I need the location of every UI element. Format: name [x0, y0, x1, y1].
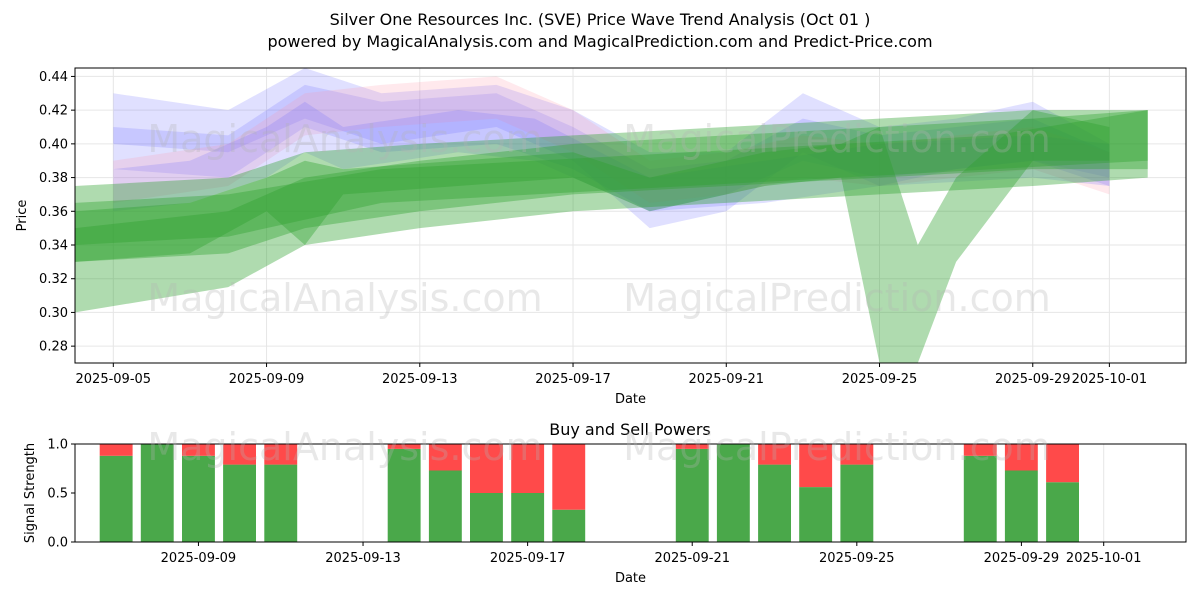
signal-x-tick-label: 2025-09-17 — [490, 551, 566, 566]
chart-title: Silver One Resources Inc. (SVE) Price Wa… — [329, 10, 871, 29]
sell-bar — [264, 444, 298, 465]
buy-bar — [675, 448, 709, 542]
y-tick-label: 0.38 — [39, 171, 68, 186]
sell-bar — [182, 444, 215, 456]
sell-bar — [758, 444, 791, 465]
wave-band-green — [75, 110, 1148, 262]
buy-bar — [840, 464, 874, 542]
sell-bar — [675, 444, 709, 449]
band-group — [75, 68, 1148, 363]
buy-bar — [264, 464, 298, 542]
sell-bar — [963, 444, 997, 456]
sell-bar — [840, 444, 874, 465]
signal-y-tick-label: 0.0 — [47, 536, 68, 551]
signal-x-tick-label: 2025-10-01 — [1066, 551, 1142, 566]
sell-bar — [552, 444, 586, 510]
watermark-analysis-mid: MagicalAnalysis.com — [147, 276, 542, 320]
sell-bar — [799, 444, 833, 488]
signal-chart-title: Buy and Sell Powers — [549, 420, 711, 439]
buy-bar — [758, 464, 791, 542]
price-wave-bands — [75, 68, 1148, 363]
buy-bar — [99, 455, 133, 542]
y-tick-label: 0.42 — [39, 104, 68, 119]
buy-bar — [470, 493, 503, 542]
sell-bar — [428, 444, 462, 471]
signal-x-tick-label: 2025-09-21 — [654, 551, 730, 566]
sell-bar — [1046, 444, 1079, 483]
sell-bar — [1004, 444, 1038, 471]
signal-x-tick-label: 2025-09-29 — [984, 551, 1060, 566]
y-tick-label: 0.34 — [39, 239, 68, 254]
chart-subtitle: powered by MagicalAnalysis.com and Magic… — [267, 32, 933, 51]
y-tick-label: 0.30 — [39, 306, 68, 321]
signal-axes: 2025-09-09 2025-09-13 2025-09-17 2025-09-21… — [23, 438, 1187, 586]
signal-y-tick-label: 0.5 — [47, 487, 68, 502]
price-grid — [75, 68, 1186, 363]
buy-bar — [140, 444, 174, 542]
buy-bar — [428, 470, 462, 542]
x-tick-label: 2025-09-21 — [688, 372, 764, 387]
x-tick-label: 2025-09-29 — [995, 372, 1071, 387]
y-tick-label: 0.40 — [39, 137, 68, 152]
signal-y-axis-label: Signal Strength — [23, 443, 38, 543]
price-axes: 2025-09-05 2025-09-09 2025-09-13 2025-09-17… — [15, 67, 1187, 407]
buy-bar — [223, 464, 256, 542]
watermark-analysis-top: MagicalAnalysis.com — [147, 117, 542, 161]
wave-band-blue — [113, 84, 1110, 212]
sell-bar — [387, 444, 421, 449]
buy-bar — [182, 455, 215, 542]
watermark-analysis-bottom: MagicalAnalysis.com — [147, 425, 542, 469]
x-tick-label: 2025-09-25 — [842, 372, 918, 387]
buy-bar — [511, 493, 545, 542]
signal-bars — [99, 444, 1079, 542]
signal-x-tick-label: 2025-09-09 — [161, 551, 237, 566]
x-tick-label: 2025-09-05 — [76, 372, 152, 387]
buy-bar — [963, 455, 997, 542]
x-tick-label: 2025-09-09 — [229, 372, 305, 387]
y-axis-label: Price — [15, 200, 30, 232]
y-tick-label: 0.28 — [39, 340, 68, 355]
x-tick-label: 2025-09-13 — [382, 372, 458, 387]
buy-bar — [1046, 482, 1079, 542]
wave-band-green — [75, 110, 1148, 313]
sell-bar — [99, 444, 133, 456]
y-tick-label: 0.44 — [39, 70, 68, 85]
y-tick-label: 0.36 — [39, 205, 68, 220]
wave-band-pink — [113, 76, 1110, 203]
sell-bar — [470, 444, 503, 493]
sell-bar — [511, 444, 545, 493]
watermark-prediction-top: MagicalPrediction.com — [623, 117, 1051, 161]
wave-band-green — [75, 110, 1110, 363]
signal-x-axis-label: Date — [615, 571, 646, 586]
buy-bar — [716, 444, 750, 542]
buy-bar — [387, 448, 421, 542]
y-tick-label: 0.32 — [39, 272, 68, 287]
buy-bar — [799, 487, 833, 542]
signal-x-tick-label: 2025-09-13 — [325, 551, 401, 566]
buy-bar — [552, 509, 586, 542]
signal-plot-frame — [74, 443, 1187, 543]
x-tick-label: 2025-09-17 — [535, 372, 611, 387]
x-tick-label: 2025-10-01 — [1072, 372, 1148, 387]
wave-band-green — [75, 110, 1148, 245]
watermark-prediction-mid: MagicalPrediction.com — [623, 276, 1051, 320]
price-plot-frame — [74, 67, 1187, 364]
sell-bar — [223, 444, 256, 465]
signal-y-tick-label: 1.0 — [47, 438, 68, 453]
watermark-prediction-bottom: MagicalPrediction.com — [623, 425, 1051, 469]
wave-band-blue — [113, 101, 1110, 212]
wave-band-blue — [113, 68, 1110, 229]
x-axis-label: Date — [615, 392, 646, 407]
buy-bar — [1004, 470, 1038, 542]
signal-x-tick-label: 2025-09-25 — [819, 551, 895, 566]
